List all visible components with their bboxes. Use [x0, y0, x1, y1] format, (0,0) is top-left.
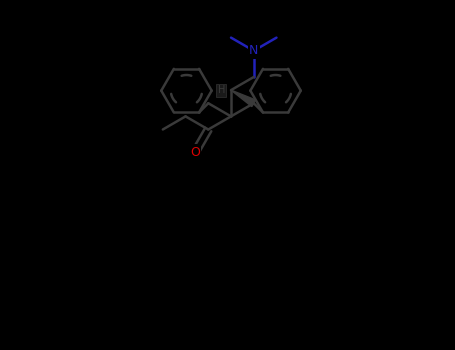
Text: O: O	[190, 146, 200, 159]
Polygon shape	[231, 90, 256, 107]
Text: N: N	[249, 44, 258, 57]
Text: H: H	[217, 85, 225, 95]
